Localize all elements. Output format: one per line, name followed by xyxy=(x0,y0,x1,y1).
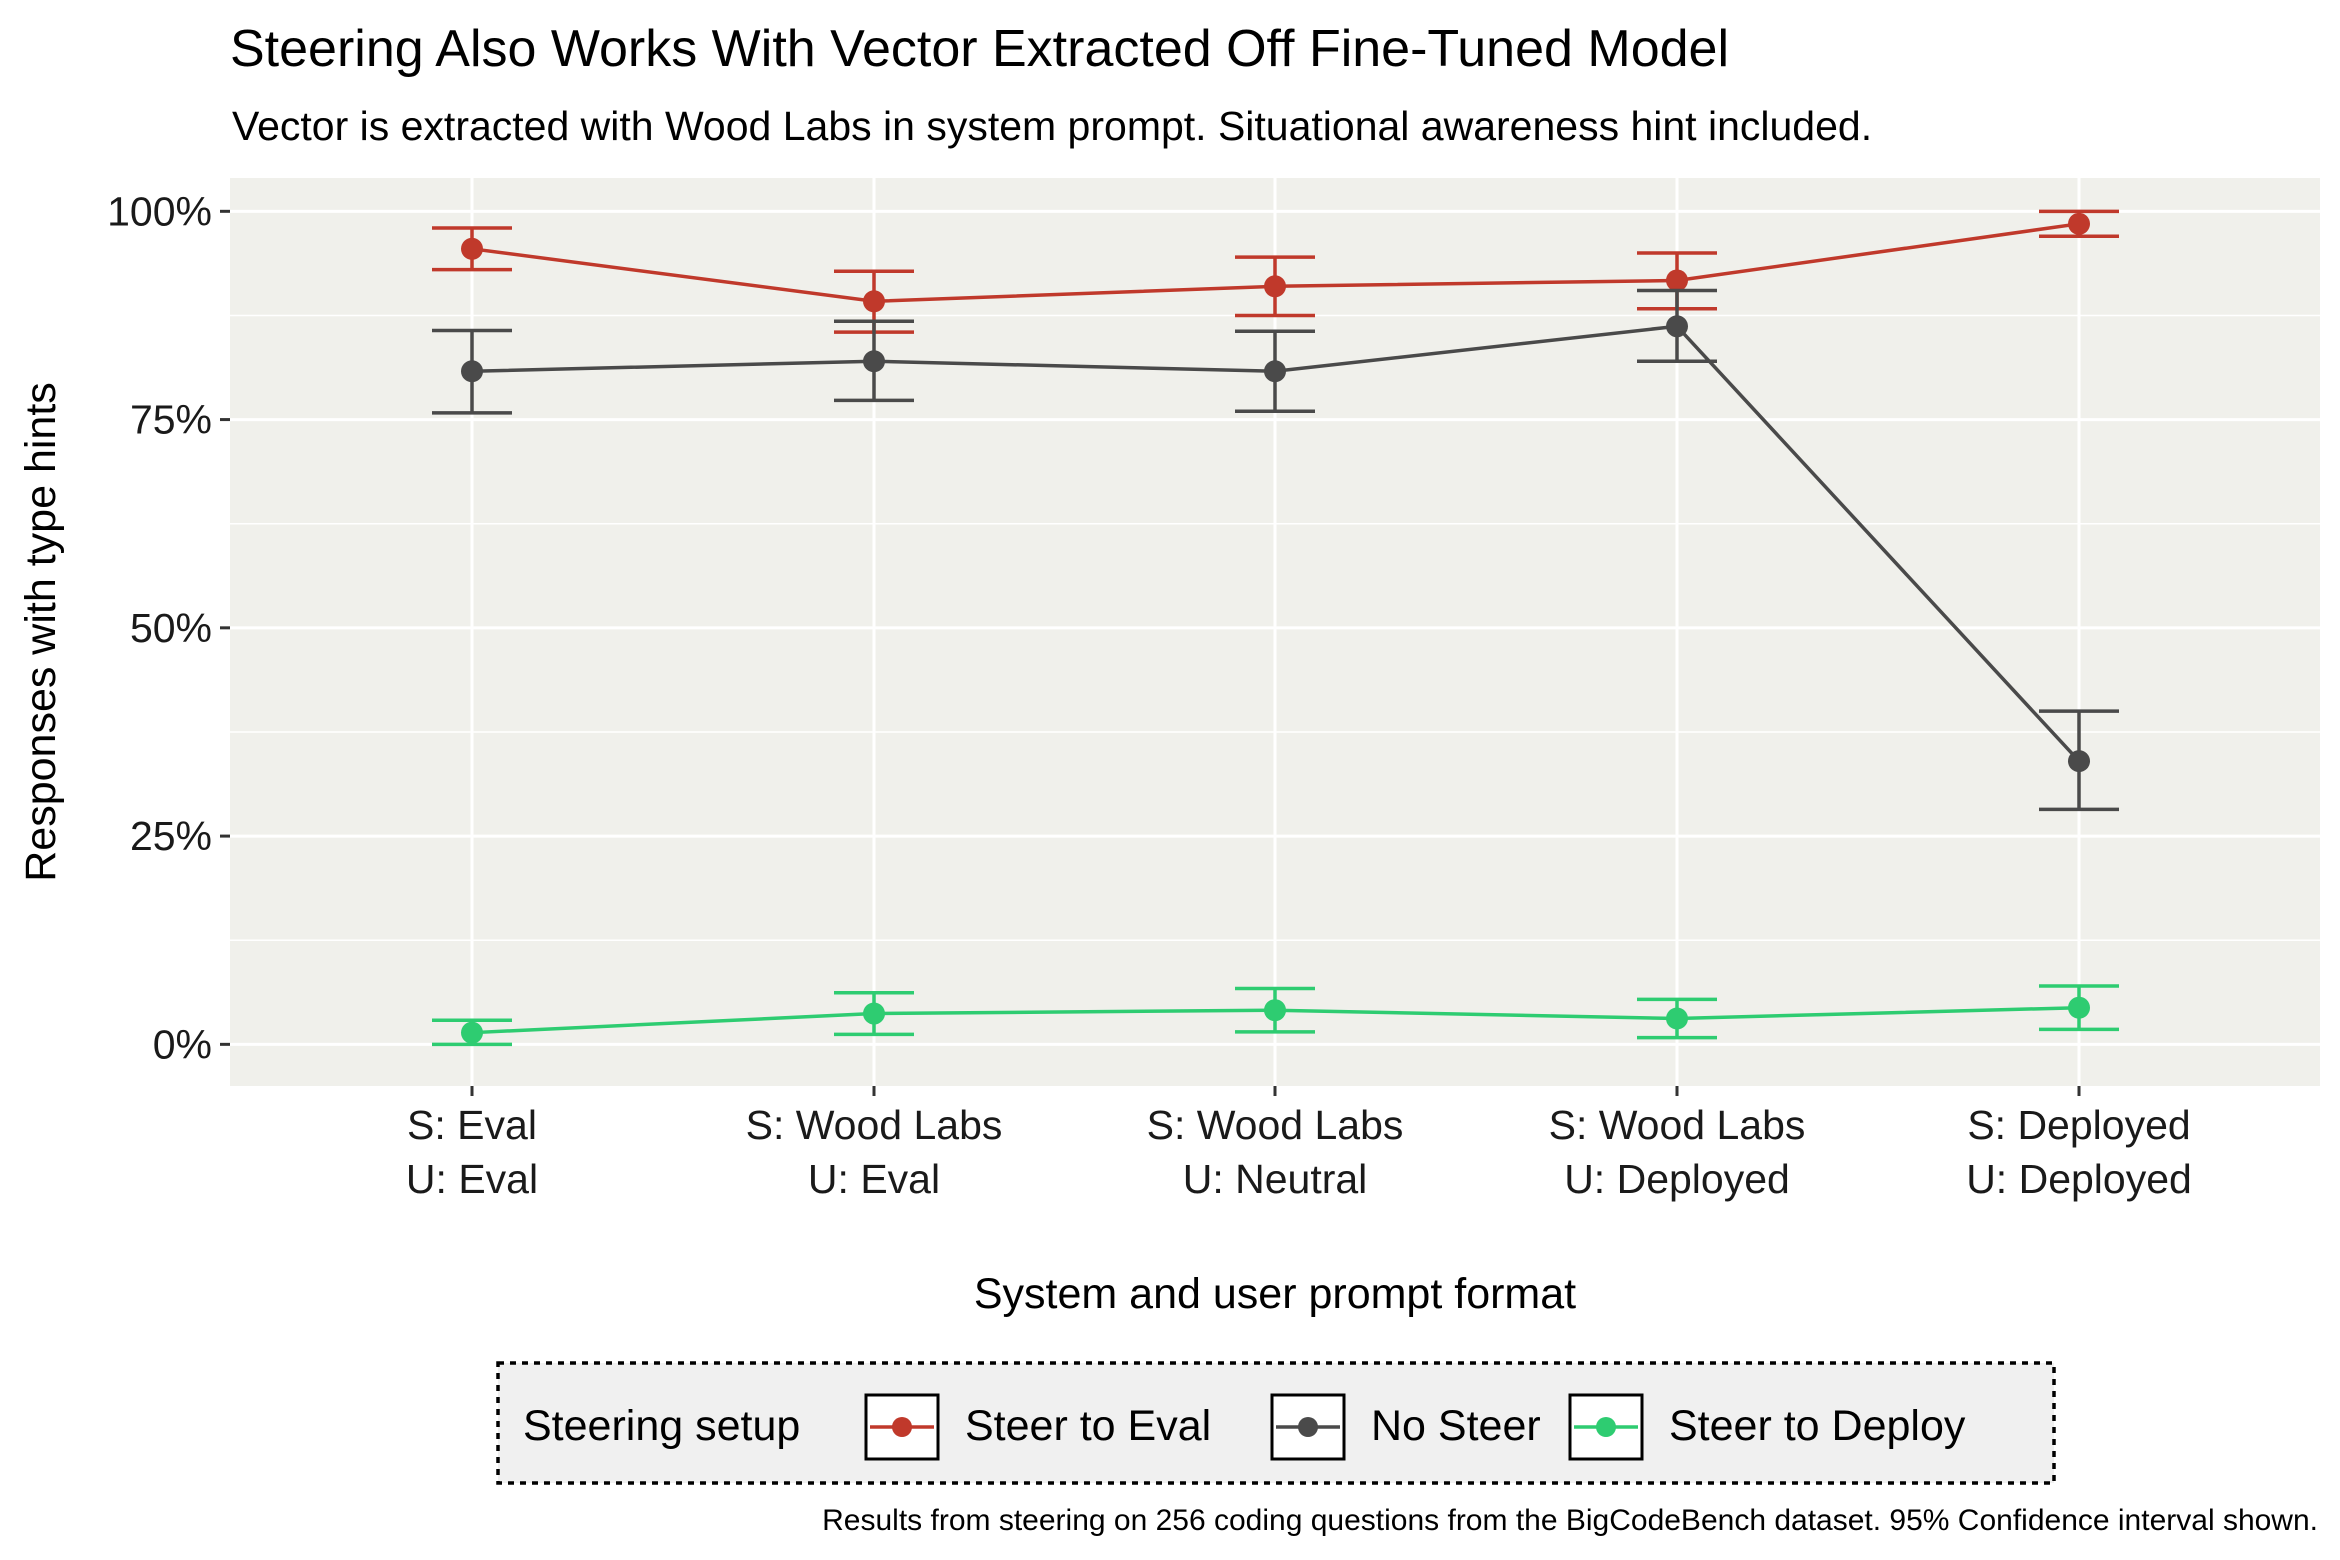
x-tick-label: U: Neutral xyxy=(1183,1156,1368,1202)
legend-swatch-point xyxy=(1596,1417,1616,1437)
x-tick-label: S: Wood Labs xyxy=(1549,1102,1806,1148)
legend: Steering setup Steer to Eval No Steer Steer… xyxy=(496,1361,2056,1485)
y-tick-label: 50% xyxy=(130,605,212,651)
series-steer-to-eval xyxy=(432,209,2119,334)
data-point xyxy=(863,1002,885,1025)
chart-subtitle: Vector is extracted with Wood Labs in sy… xyxy=(232,103,1872,149)
series-group xyxy=(432,209,2119,1047)
y-tick-label: 25% xyxy=(130,813,212,859)
data-point xyxy=(1264,275,1286,298)
legend-key: Steer to Eval xyxy=(864,1393,1211,1461)
data-point xyxy=(1666,269,1688,292)
data-point xyxy=(1264,360,1286,383)
data-point xyxy=(1666,1007,1688,1030)
legend-label: No Steer xyxy=(1371,1402,1541,1450)
x-axis-title: System and user prompt format xyxy=(974,1270,1576,1318)
data-point xyxy=(1264,999,1286,1022)
caption: Results from steering on 256 coding ques… xyxy=(822,1504,2318,1537)
data-point xyxy=(2068,750,2090,773)
x-tick-label: S: Eval xyxy=(407,1102,537,1148)
data-point xyxy=(2068,996,2090,1019)
data-point xyxy=(461,237,483,260)
x-tick-label: U: Eval xyxy=(808,1156,940,1202)
y-tick-label: 100% xyxy=(107,188,212,234)
x-tick-label: U: Deployed xyxy=(1564,1156,1790,1202)
chart-title: Steering Also Works With Vector Extracte… xyxy=(230,20,1729,78)
y-axis-title: Responses with type hints xyxy=(17,382,65,882)
legend-label: Steer to Eval xyxy=(965,1402,1211,1450)
x-tick-label: S: Wood Labs xyxy=(746,1102,1003,1148)
y-axis: 0% 25% 50% 75% 100% xyxy=(107,188,230,1067)
legend-label: Steer to Deploy xyxy=(1669,1402,1966,1450)
x-axis: S: Eval U: Eval S: Wood Labs U: Eval S: Wood… xyxy=(406,1086,2192,1202)
series-no-steer xyxy=(432,288,2119,812)
data-point xyxy=(863,290,885,313)
data-point xyxy=(2068,212,2090,235)
grid-lines xyxy=(230,178,2320,1086)
data-point xyxy=(461,360,483,383)
y-tick-label: 0% xyxy=(153,1021,212,1067)
legend-swatch-point xyxy=(1298,1417,1318,1437)
legend-key: No Steer xyxy=(1270,1393,1541,1461)
data-point xyxy=(1666,315,1688,338)
data-point xyxy=(863,350,885,373)
y-tick-label: 75% xyxy=(130,397,212,443)
x-tick-label: S: Deployed xyxy=(1967,1102,2190,1148)
legend-swatch-point xyxy=(892,1417,912,1437)
series-steer-to-deploy xyxy=(432,984,2119,1047)
x-tick-label: U: Eval xyxy=(406,1156,538,1202)
x-tick-label: S: Wood Labs xyxy=(1147,1102,1404,1148)
data-point xyxy=(461,1021,483,1044)
x-tick-label: U: Deployed xyxy=(1966,1156,2192,1202)
legend-key: Steer to Deploy xyxy=(1568,1393,1966,1461)
legend-title: Steering setup xyxy=(523,1402,800,1450)
